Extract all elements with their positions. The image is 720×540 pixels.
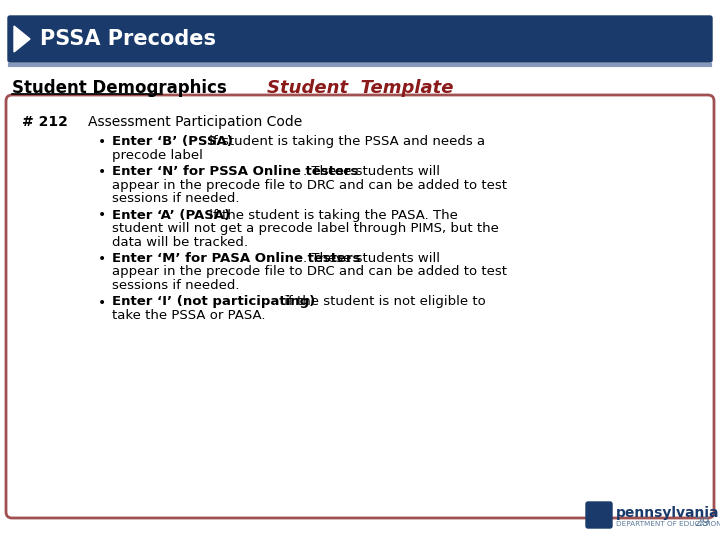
Text: Student  Template: Student Template: [266, 79, 454, 97]
Text: . These students will: . These students will: [303, 165, 441, 178]
Text: take the PSSA or PASA.: take the PSSA or PASA.: [112, 309, 266, 322]
Text: if the student is not eligible to: if the student is not eligible to: [280, 295, 486, 308]
Text: Enter ‘I’ (not participating): Enter ‘I’ (not participating): [112, 295, 315, 308]
FancyBboxPatch shape: [6, 95, 714, 518]
FancyBboxPatch shape: [8, 16, 712, 62]
Text: Enter ‘A’ (PASA): Enter ‘A’ (PASA): [112, 208, 230, 221]
Text: •: •: [98, 165, 107, 179]
Text: •: •: [98, 295, 107, 309]
Text: data will be tracked.: data will be tracked.: [112, 235, 248, 248]
Text: PSSA Precodes: PSSA Precodes: [40, 29, 216, 49]
Text: 29: 29: [694, 516, 710, 529]
Text: appear in the precode file to DRC and can be added to test: appear in the precode file to DRC and ca…: [112, 179, 507, 192]
Text: Enter ‘B’ (PSSA): Enter ‘B’ (PSSA): [112, 135, 233, 148]
Text: if the student is taking the PASA. The: if the student is taking the PASA. The: [204, 208, 458, 221]
Text: •: •: [98, 135, 107, 149]
Text: # 212: # 212: [22, 115, 68, 129]
Text: sessions if needed.: sessions if needed.: [112, 192, 240, 205]
Text: appear in the precode file to DRC and can be added to test: appear in the precode file to DRC and ca…: [112, 266, 507, 279]
FancyBboxPatch shape: [586, 502, 612, 528]
Text: if student is taking the PSSA and needs a: if student is taking the PSSA and needs …: [204, 135, 485, 148]
Text: Enter ‘N’ for PSSA Online testers: Enter ‘N’ for PSSA Online testers: [112, 165, 359, 178]
Text: Student Demographics: Student Demographics: [12, 79, 227, 97]
Text: Enter ‘M’ for PASA Online testers: Enter ‘M’ for PASA Online testers: [112, 252, 361, 265]
Text: . These students will: . These students will: [303, 252, 441, 265]
Text: pennsylvania: pennsylvania: [616, 506, 719, 520]
Text: Assessment Participation Code: Assessment Participation Code: [88, 115, 302, 129]
Text: •: •: [98, 208, 107, 222]
Text: sessions if needed.: sessions if needed.: [112, 279, 240, 292]
Text: •: •: [98, 252, 107, 266]
Text: precode label: precode label: [112, 148, 203, 161]
Text: DEPARTMENT OF EDUCATION: DEPARTMENT OF EDUCATION: [616, 521, 720, 527]
Text: student will not get a precode label through PIMS, but the: student will not get a precode label thr…: [112, 222, 499, 235]
Polygon shape: [14, 26, 30, 52]
